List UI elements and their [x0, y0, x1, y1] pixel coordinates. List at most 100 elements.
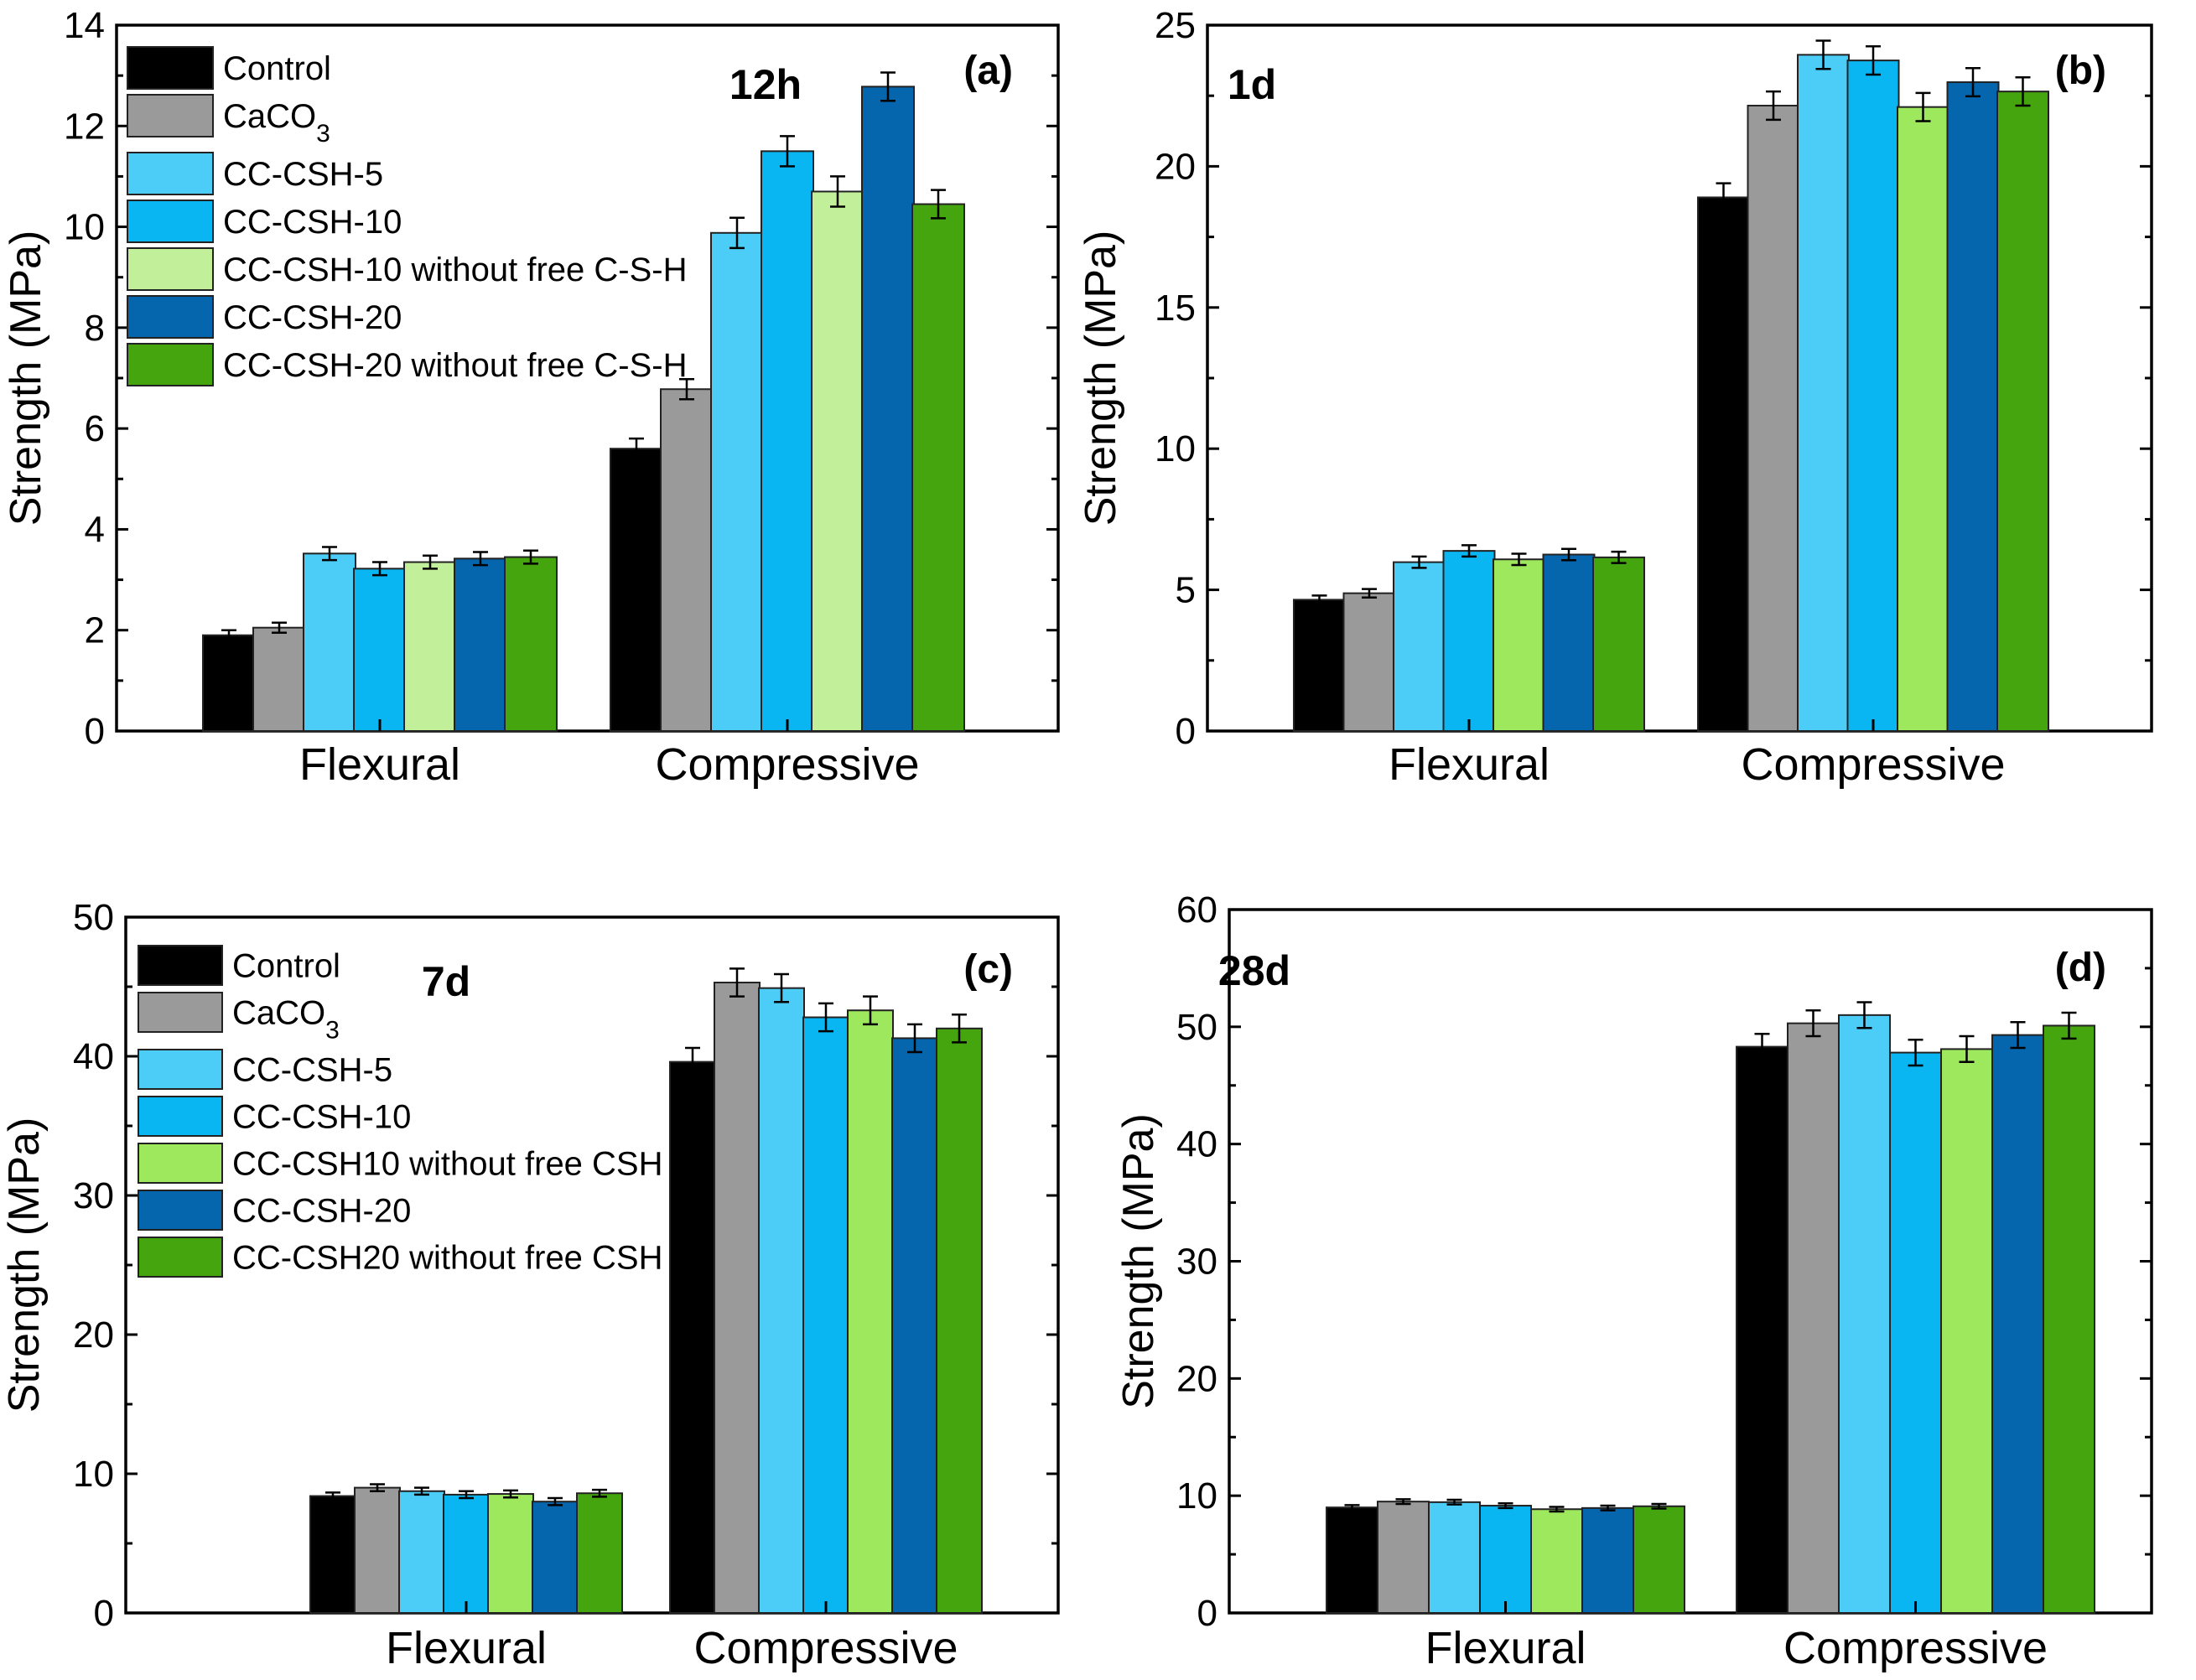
bar-flexural-series-1	[1342, 592, 1396, 732]
bar-flexural-series-4	[403, 561, 457, 732]
bar-flexural-series-4	[1530, 1508, 1583, 1615]
y-tick-label: 5	[1176, 570, 1196, 611]
legend-label: CC-CSH-10	[223, 204, 402, 241]
bar-flexural-series-4	[1493, 558, 1545, 732]
legend-swatch	[138, 1143, 223, 1184]
y-tick-label: 20	[1155, 146, 1196, 187]
legend-swatch	[138, 1237, 223, 1278]
error-bar	[2061, 1011, 2077, 1040]
panel-label: (b)	[2055, 49, 2106, 93]
error-bar	[370, 1483, 385, 1492]
legend-item: CC-CSH-10	[138, 1096, 411, 1137]
legend-label: CC-CSH-20	[232, 1193, 411, 1230]
legend-label: CC-CSH10 without free CSH	[232, 1146, 663, 1183]
error-bar	[1915, 91, 1931, 122]
error-bar	[473, 551, 488, 567]
y-tick-label: 50	[73, 897, 114, 938]
y-tick-label: 0	[1176, 711, 1196, 752]
bar-compressive-series-3	[1889, 1051, 1942, 1614]
legend-swatch	[127, 200, 214, 243]
error-bar	[818, 1002, 833, 1033]
legend-swatch	[127, 46, 214, 90]
error-bar	[372, 561, 387, 577]
y-tick-label: 0	[94, 1593, 114, 1634]
legend-swatch	[138, 992, 223, 1033]
y-tick-label: 20	[73, 1314, 114, 1356]
bar-flexural-series-0	[202, 634, 256, 733]
error-bar	[272, 621, 287, 634]
bar-compressive-series-2	[758, 987, 805, 1615]
bar-flexural-series-1	[354, 1486, 401, 1614]
bar-flexural-series-6	[504, 556, 558, 732]
time-label: 7d	[422, 958, 470, 1005]
y-tick-label: 0	[1197, 1593, 1217, 1634]
legend-label: CC-CSH-5	[223, 156, 383, 193]
y-tick-label: 8	[85, 308, 105, 349]
bar-flexural-series-5	[454, 557, 507, 732]
error-bar	[548, 1496, 563, 1506]
bar-flexural-series-3	[353, 568, 407, 733]
bar-compressive-series-4	[1897, 106, 1949, 732]
bar-flexural-series-6	[576, 1492, 623, 1614]
bar-compressive-series-2	[710, 231, 764, 732]
error-bar	[1965, 66, 1981, 98]
error-bar	[907, 1023, 922, 1054]
category-label-flexural: Flexural	[386, 1623, 547, 1673]
error-bar	[1498, 1502, 1513, 1510]
legend-swatch	[138, 1190, 223, 1231]
bar-flexural-series-5	[1581, 1506, 1634, 1614]
legend-swatch	[127, 343, 214, 386]
legend-label: CC-CSH-20 without free C-S-H	[223, 347, 687, 384]
error-bar	[952, 1013, 967, 1044]
error-bar	[523, 549, 538, 565]
error-bar	[774, 972, 789, 1003]
bar-flexural-series-3	[1442, 550, 1496, 732]
bar-flexural-series-2	[303, 552, 356, 732]
y-tick-label: 25	[1155, 5, 1196, 46]
bar-compressive-series-2	[1838, 1014, 1891, 1614]
error-bar	[1362, 588, 1377, 599]
y-tick-label: 50	[1176, 1007, 1217, 1048]
error-bar	[931, 189, 946, 220]
bar-flexural-series-3	[1479, 1505, 1532, 1614]
legend-item: CC-CSH-10 without free C-S-H	[127, 247, 687, 291]
error-bar	[729, 967, 745, 998]
legend-swatch	[127, 295, 214, 339]
legend-item: CaCO3	[138, 992, 340, 1044]
error-bar	[2010, 1020, 2026, 1050]
error-bar	[1311, 594, 1327, 605]
bar-flexural-series-6	[1633, 1505, 1685, 1615]
y-tick-label: 15	[1155, 288, 1196, 329]
legend-item: CC-CSH-5	[127, 152, 383, 195]
y-tick-label: 40	[1176, 1124, 1217, 1165]
bar-compressive-series-6	[2043, 1024, 2095, 1615]
y-tick-label: 6	[85, 408, 105, 449]
legend-item: CC-CSH-5	[138, 1049, 392, 1090]
error-bar	[1411, 555, 1427, 569]
error-bar	[1908, 1038, 1923, 1067]
error-bar	[414, 1486, 429, 1496]
legend-item: CC-CSH-20 without free C-S-H	[127, 343, 687, 386]
bar-flexural-series-5	[1542, 553, 1596, 732]
bar-flexural-series-1	[1377, 1501, 1430, 1614]
error-bar	[1446, 1498, 1462, 1506]
error-bar	[1815, 39, 1831, 70]
legend-item: CC-CSH20 without free CSH	[138, 1237, 663, 1278]
category-label-compressive: Compressive	[1783, 1623, 2048, 1673]
legend-label: CC-CSH-10 without free C-S-H	[223, 251, 687, 288]
bar-compressive-series-6	[1996, 91, 2049, 732]
error-bar	[863, 995, 878, 1026]
bar-compressive-series-0	[1736, 1045, 1788, 1614]
y-tick-label: 10	[64, 207, 105, 248]
y-tick-label: 20	[1176, 1358, 1217, 1399]
error-bar	[325, 1491, 340, 1501]
bar-flexural-series-0	[1326, 1506, 1378, 1615]
chart-panel-b: 0 5 10 15 20 25 Strength (MPa) Flexural Compress…	[1077, 5, 2153, 790]
legend-label: Control	[232, 948, 340, 985]
legend-swatch	[138, 945, 223, 986]
legend-swatch	[127, 94, 214, 137]
error-bar	[1395, 1498, 1411, 1506]
error-bar	[1959, 1034, 1975, 1064]
error-bar	[1461, 544, 1477, 558]
y-tick-label: 10	[1155, 428, 1196, 469]
